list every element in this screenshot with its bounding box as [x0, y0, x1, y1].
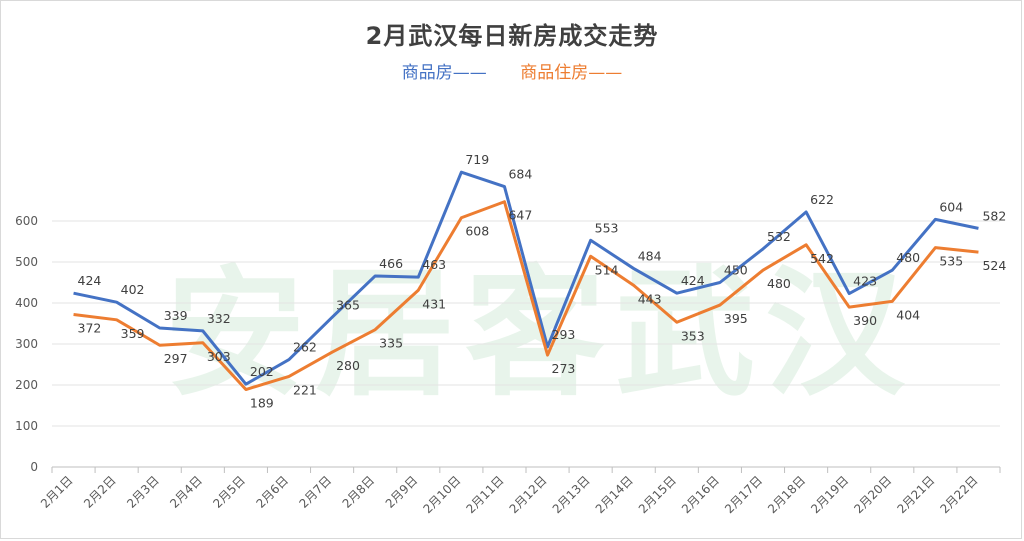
data-label-commercial: 480 [896, 250, 920, 265]
data-label-commercial: 553 [595, 220, 619, 235]
y-tick-label: 300 [15, 337, 38, 351]
x-tick-label: 2月10日 [420, 473, 463, 516]
data-label-commercial: 202 [250, 364, 274, 379]
data-label-commercial: 424 [78, 273, 102, 288]
series-line-commercial [73, 170, 979, 386]
data-label-commercial: 463 [422, 257, 446, 272]
y-tick-label: 500 [15, 255, 38, 269]
data-label-residential: 480 [767, 276, 791, 291]
y-tick-label: 200 [15, 378, 38, 392]
data-label-commercial: 262 [293, 340, 317, 355]
data-label-residential: 404 [896, 307, 920, 322]
x-tick-label: 2月7日 [297, 473, 335, 511]
x-tick-label: 2月18日 [765, 473, 808, 516]
data-label-residential: 280 [336, 358, 360, 373]
data-label-commercial: 684 [508, 167, 532, 182]
x-tick-label: 2月17日 [722, 473, 765, 516]
x-tick-label: 2月2日 [81, 473, 119, 511]
data-label-commercial: 450 [724, 263, 748, 278]
data-label-commercial: 466 [379, 256, 403, 271]
data-label-residential: 372 [78, 320, 102, 335]
x-tick-label: 2月19日 [808, 473, 851, 516]
x-tick-label: 2月8日 [340, 473, 378, 511]
x-tick-label: 2月20日 [851, 473, 894, 516]
data-label-commercial: 365 [336, 297, 360, 312]
x-tick-label: 2月6日 [253, 473, 291, 511]
y-tick-label: 400 [15, 296, 38, 310]
x-tick-label: 2月22日 [938, 473, 981, 516]
data-label-residential: 335 [379, 336, 403, 351]
data-label-residential: 359 [121, 326, 145, 341]
data-label-residential: 608 [465, 224, 489, 239]
x-tick-label: 2月15日 [636, 473, 679, 516]
data-label-residential: 647 [508, 208, 532, 223]
x-tick-label: 2月5日 [210, 473, 248, 511]
data-label-commercial: 532 [767, 229, 791, 244]
x-tick-label: 2月12日 [507, 473, 550, 516]
series-line-residential [73, 200, 979, 392]
chart-title: 2月武汉每日新房成交走势 [365, 22, 659, 50]
y-tick-label: 100 [15, 419, 38, 433]
legend-entry-commercial: 商品房—— [401, 63, 487, 83]
data-label-residential: 443 [638, 291, 662, 306]
data-label-commercial: 332 [207, 311, 231, 326]
data-label-residential: 514 [595, 262, 619, 277]
data-label-commercial: 423 [853, 274, 877, 289]
y-tick-label: 600 [15, 214, 38, 228]
data-label-commercial: 402 [121, 282, 145, 297]
data-label-commercial: 582 [982, 208, 1006, 223]
x-tick-label: 2月14日 [593, 473, 636, 516]
data-label-residential: 353 [681, 328, 705, 343]
data-label-residential: 431 [422, 296, 446, 311]
x-tick-label: 2月11日 [464, 473, 507, 516]
legend-entry-residential: 商品住房—— [520, 63, 623, 83]
y-tick-label: 0 [30, 460, 38, 474]
data-label-commercial: 293 [552, 327, 576, 342]
x-tick-label: 2月1日 [38, 473, 76, 511]
data-label-residential: 395 [724, 311, 748, 326]
data-label-residential: 221 [293, 382, 317, 397]
data-label-commercial: 424 [681, 273, 705, 288]
data-label-commercial: 339 [164, 308, 188, 323]
data-label-commercial: 719 [465, 152, 489, 167]
data-label-residential: 524 [982, 258, 1006, 273]
data-label-commercial: 622 [810, 192, 834, 207]
x-tick-label: 2月9日 [383, 473, 421, 511]
data-label-residential: 297 [164, 351, 188, 366]
x-tick-label: 2月16日 [679, 473, 722, 516]
data-label-commercial: 604 [939, 199, 963, 214]
x-tick-label: 2月3日 [124, 473, 162, 511]
data-label-residential: 303 [207, 349, 231, 364]
data-label-residential: 273 [552, 361, 576, 376]
data-label-residential: 390 [853, 313, 877, 328]
data-label-residential: 542 [810, 251, 834, 266]
x-tick-label: 2月21日 [894, 473, 937, 516]
data-label-commercial: 484 [638, 249, 662, 264]
legend: 商品房—— 商品住房—— [0, 58, 1024, 83]
data-label-residential: 189 [250, 396, 274, 411]
x-tick-label: 2月4日 [167, 473, 205, 511]
data-label-residential: 535 [939, 254, 963, 269]
x-tick-label: 2月13日 [550, 473, 593, 516]
